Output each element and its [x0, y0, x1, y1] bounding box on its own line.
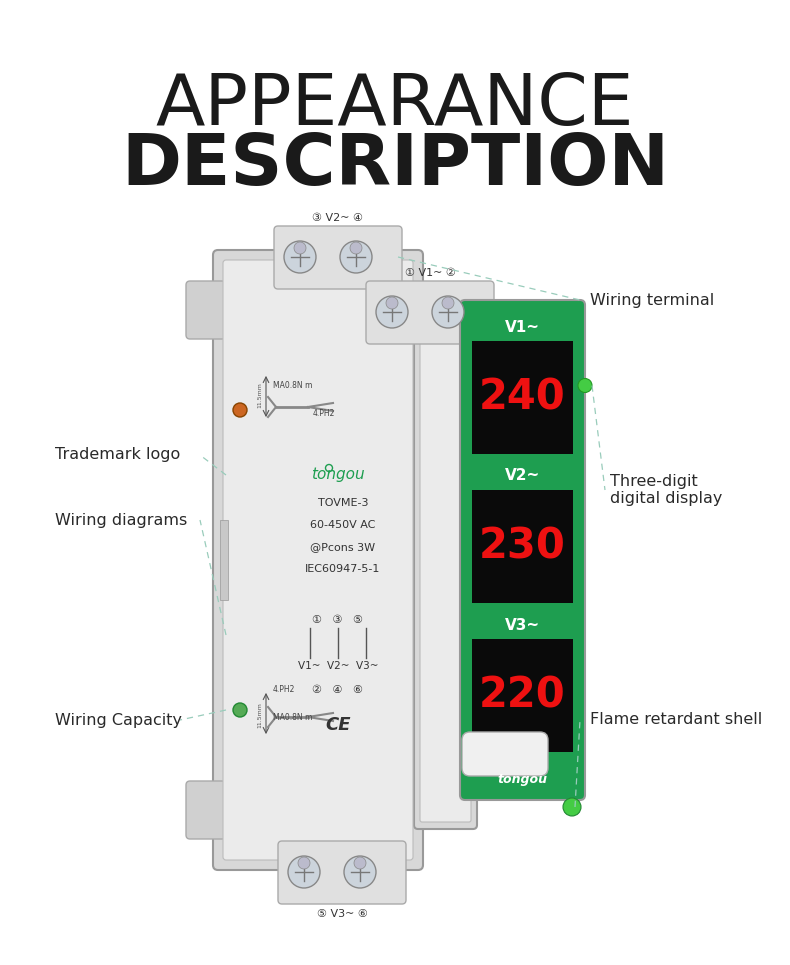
Circle shape	[344, 856, 376, 888]
FancyBboxPatch shape	[274, 226, 402, 289]
Text: V3~: V3~	[505, 618, 540, 632]
Text: ① V1~ ②: ① V1~ ②	[404, 268, 456, 278]
Text: 11.5mm: 11.5mm	[257, 703, 262, 728]
Text: tongou: tongou	[498, 774, 547, 786]
Text: ①   ③   ⑤: ① ③ ⑤	[313, 615, 363, 625]
Circle shape	[354, 857, 366, 869]
Text: 230: 230	[479, 526, 566, 567]
Text: 220: 220	[479, 675, 566, 716]
Text: ②   ④   ⑥: ② ④ ⑥	[313, 685, 363, 695]
Circle shape	[386, 297, 398, 309]
FancyBboxPatch shape	[460, 300, 585, 800]
Text: TOVME-3: TOVME-3	[318, 498, 368, 508]
Circle shape	[233, 403, 247, 417]
Text: 4.PH2: 4.PH2	[313, 408, 336, 418]
Text: Wiring terminal: Wiring terminal	[590, 292, 714, 308]
Bar	[472, 341, 573, 454]
FancyBboxPatch shape	[186, 281, 226, 339]
FancyBboxPatch shape	[366, 281, 494, 344]
Circle shape	[432, 296, 464, 328]
Text: 240: 240	[479, 376, 566, 419]
Circle shape	[298, 857, 310, 869]
FancyBboxPatch shape	[213, 250, 423, 870]
Text: DESCRIPTION: DESCRIPTION	[121, 130, 669, 200]
Text: Trademark logo: Trademark logo	[55, 448, 180, 462]
Circle shape	[288, 856, 320, 888]
Text: 11.5mm: 11.5mm	[257, 382, 262, 408]
Text: Wiring Capacity: Wiring Capacity	[55, 712, 182, 728]
FancyBboxPatch shape	[462, 732, 548, 776]
Circle shape	[442, 297, 454, 309]
Bar	[472, 313, 573, 341]
Bar	[472, 462, 573, 490]
Text: ③ V2~ ④: ③ V2~ ④	[313, 213, 363, 223]
FancyBboxPatch shape	[186, 781, 226, 839]
Text: Wiring diagrams: Wiring diagrams	[55, 512, 187, 528]
Bar	[220, 520, 228, 600]
Text: V1~  V2~  V3~: V1~ V2~ V3~	[298, 661, 378, 671]
Text: V2~: V2~	[505, 468, 540, 483]
Circle shape	[578, 378, 592, 393]
Text: tongou: tongou	[311, 467, 365, 482]
Bar	[472, 611, 573, 639]
Circle shape	[340, 241, 372, 273]
Text: MA0.8N m: MA0.8N m	[273, 712, 312, 722]
Text: CE: CE	[325, 716, 351, 734]
Circle shape	[350, 242, 362, 254]
Bar	[472, 639, 573, 752]
Circle shape	[284, 241, 316, 273]
Circle shape	[376, 296, 408, 328]
Bar	[472, 490, 573, 603]
Text: ⑤ V3~ ⑥: ⑤ V3~ ⑥	[317, 909, 367, 919]
Text: Three-digit
digital display: Three-digit digital display	[610, 474, 722, 507]
Text: MA0.8N m: MA0.8N m	[273, 380, 312, 390]
Text: APPEARANCE: APPEARANCE	[156, 70, 634, 140]
FancyBboxPatch shape	[420, 313, 471, 822]
Circle shape	[233, 703, 247, 717]
Circle shape	[563, 798, 581, 816]
Text: 4.PH2: 4.PH2	[273, 685, 295, 695]
Text: @Pcons 3W: @Pcons 3W	[310, 542, 375, 552]
FancyBboxPatch shape	[223, 260, 413, 860]
Text: 60-450V AC: 60-450V AC	[310, 520, 376, 530]
FancyBboxPatch shape	[278, 841, 406, 904]
FancyBboxPatch shape	[414, 306, 477, 829]
Text: Flame retardant shell: Flame retardant shell	[590, 712, 762, 728]
Text: V1~: V1~	[505, 319, 540, 335]
Circle shape	[294, 242, 306, 254]
Text: IEC60947-5-1: IEC60947-5-1	[305, 564, 381, 574]
